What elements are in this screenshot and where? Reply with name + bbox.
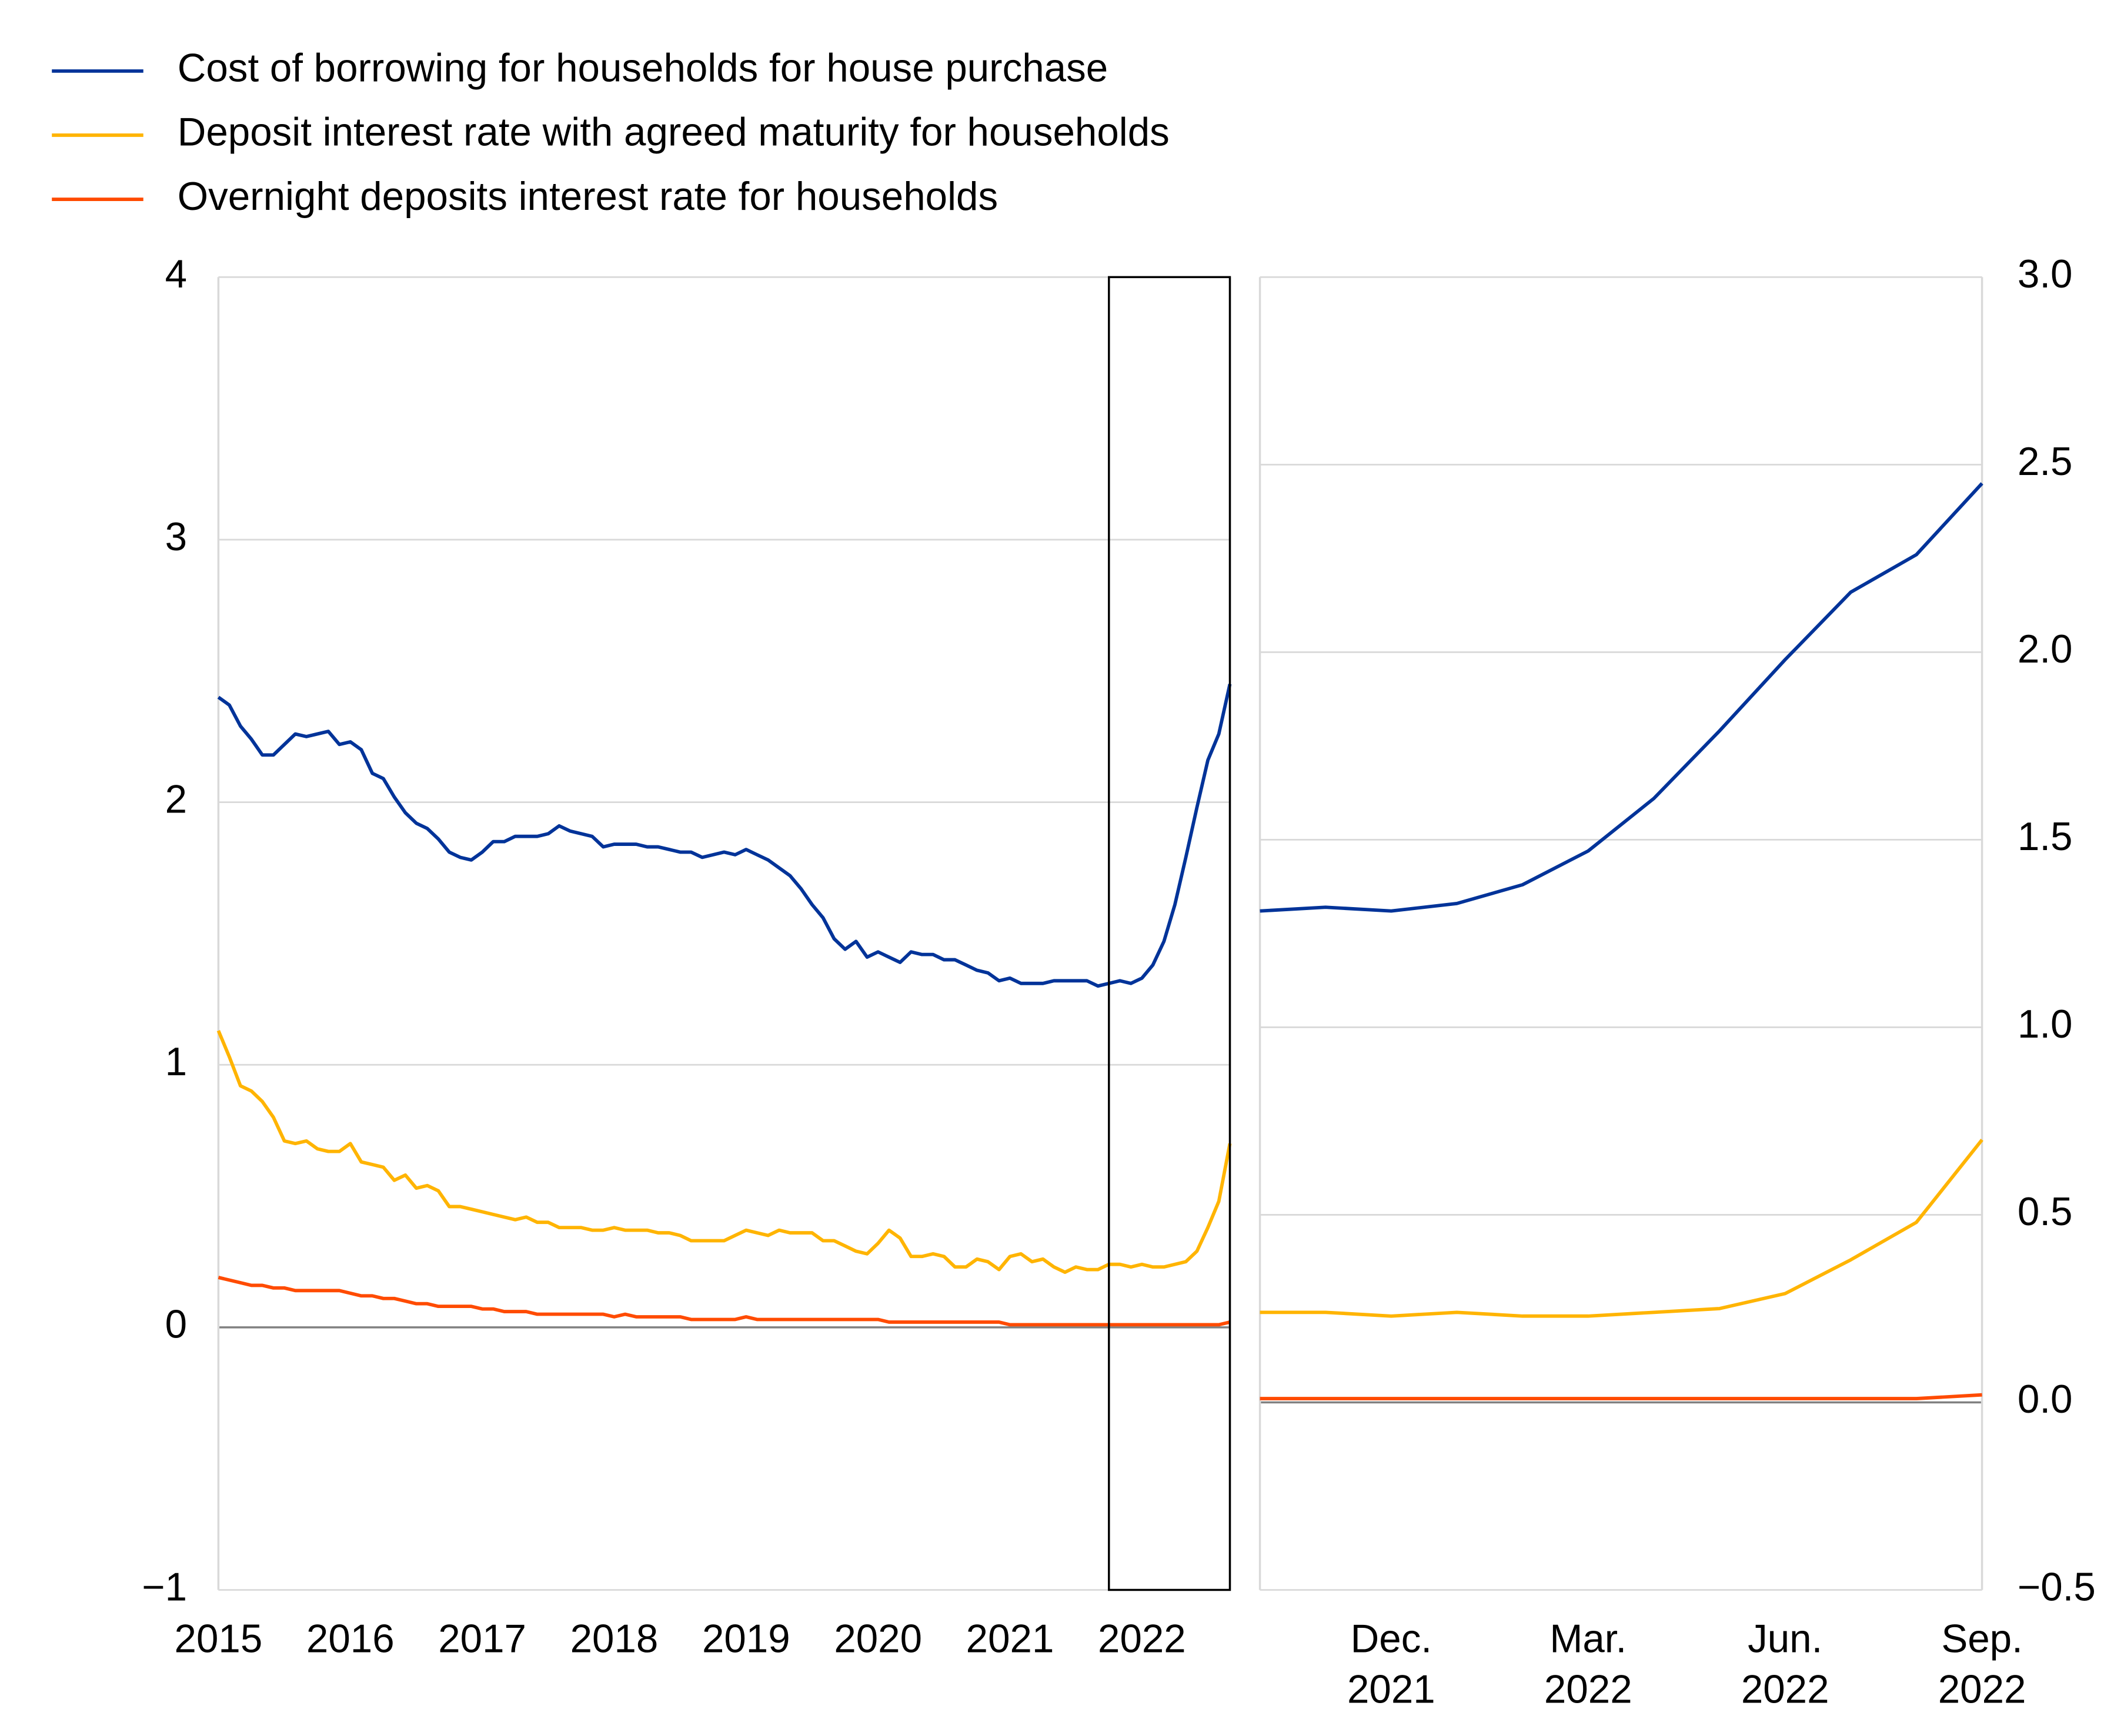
series-line (1260, 1139, 1983, 1318)
y-tick-label: 3 (165, 515, 187, 559)
x-tick-label: 2016 (306, 1617, 395, 1661)
x-tick-label: Sep. 2022 (1938, 1617, 2026, 1711)
x-tick-label: 2019 (702, 1617, 790, 1661)
y-tick-label: 0.0 (2018, 1377, 2073, 1421)
x-tick-label: 2015 (175, 1617, 263, 1661)
x-tick-label: 2018 (570, 1617, 659, 1661)
series-line (216, 1030, 1232, 1274)
series-line (1260, 1393, 1982, 1400)
y-tick-label: 1.0 (2018, 1002, 2073, 1046)
series-line (218, 1276, 1231, 1327)
series-line (1260, 482, 1983, 913)
y-tick-label: 2.5 (2018, 440, 2073, 484)
x-tick-label: 2017 (438, 1617, 526, 1661)
x-tick-label: 2021 (966, 1617, 1054, 1661)
y-tick-label: 3.0 (2018, 252, 2073, 296)
legend-label: Deposit interest rate with agreed maturi… (178, 111, 1170, 155)
legend-label: Overnight deposits interest rate for hou… (178, 175, 998, 219)
x-tick-label: Jun. 2022 (1741, 1617, 1829, 1711)
y-tick-label: 0.5 (2018, 1190, 2073, 1234)
y-tick-label: 4 (165, 252, 187, 296)
y-tick-label: −0.5 (2018, 1565, 2096, 1609)
x-tick-label: 2020 (834, 1617, 922, 1661)
x-tick-label: Dec. 2021 (1347, 1617, 1435, 1711)
y-tick-label: 1 (165, 1040, 187, 1084)
y-tick-label: −1 (142, 1565, 187, 1609)
highlight-box (1108, 276, 1231, 1591)
series-line (217, 684, 1232, 988)
x-tick-label: 2022 (1098, 1617, 1186, 1661)
y-tick-label: 2.0 (2018, 627, 2073, 671)
y-tick-label: 1.5 (2018, 815, 2073, 859)
x-tick-label: Mar. 2022 (1544, 1617, 1632, 1711)
y-tick-label: 0 (165, 1303, 187, 1347)
legend-label: Cost of borrowing for households for hou… (178, 46, 1108, 91)
y-tick-label: 2 (165, 777, 187, 821)
